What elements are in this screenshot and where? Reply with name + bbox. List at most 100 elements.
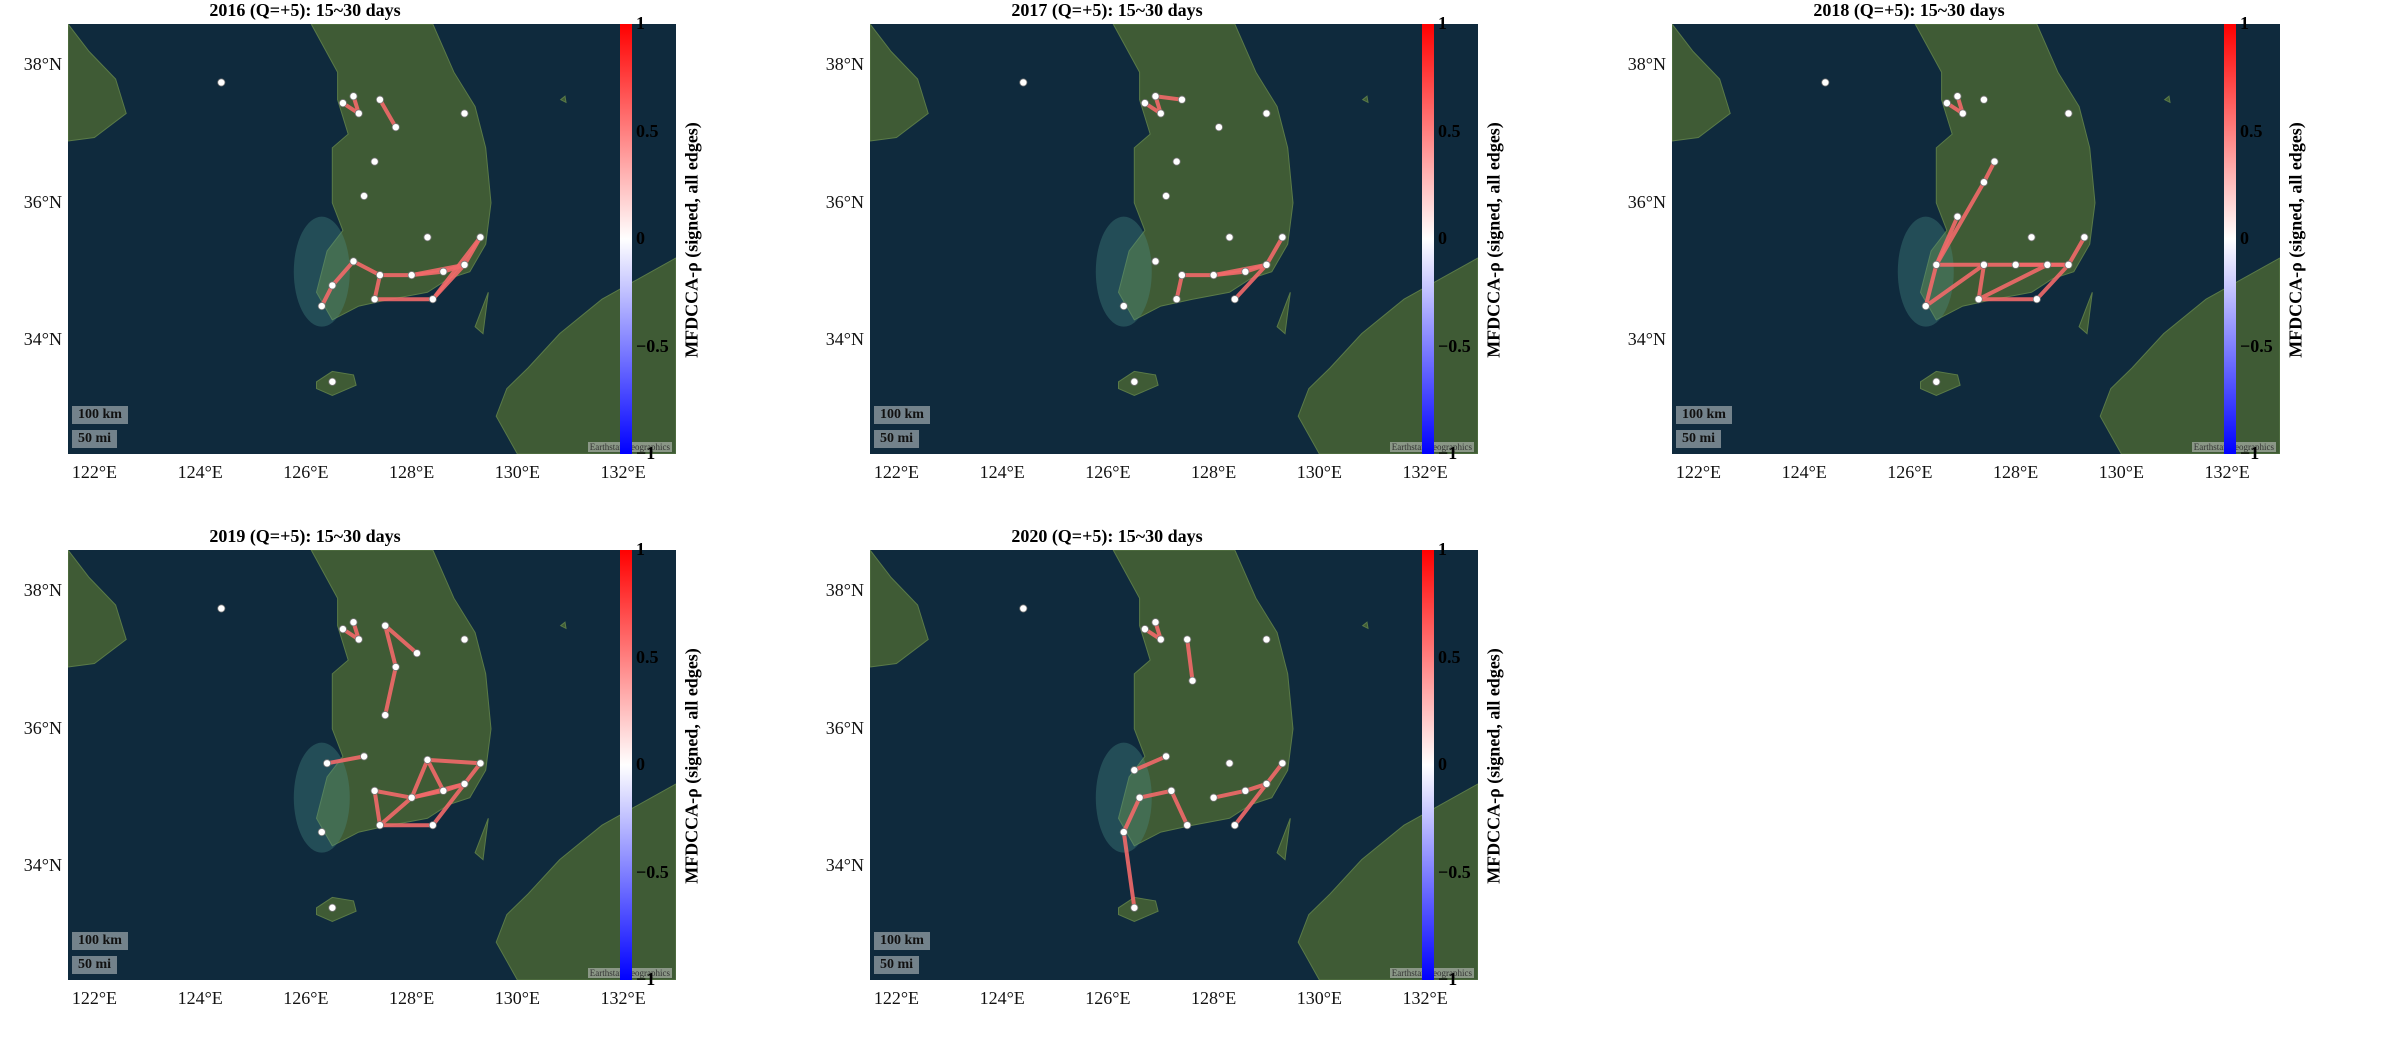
colorbar-tick-label: −0.5 [636,335,669,356]
lon-tick-label: 124°E [1781,462,1827,482]
scale-bar-mi: 50 mi [72,956,118,974]
station-node [407,793,416,802]
lon-tick-label: 122°E [873,988,920,1008]
lon-tick-label: 122°E [71,988,118,1008]
station-node [1183,821,1192,830]
lon-tick-label: 130°E [1296,988,1342,1008]
colorbar-label: MFDCCA-ρ (signed, all edges) [681,648,702,884]
network-edge [1211,262,1269,278]
network-edge [425,757,483,766]
panel-title: 2019 (Q=+5): 15~30 days [209,526,401,546]
network-edge [325,754,367,766]
land-ulleung [1361,621,1369,630]
scale-bar-mi: 50 mi [874,430,920,448]
scale-bar-mi: 50 mi [72,430,118,448]
land-tsushima [1276,818,1291,861]
lon-tick-label: 124°E [979,988,1025,1008]
colorbar-label: MFDCCA-ρ (signed, all edges) [681,122,702,358]
lon-tick-label: 130°E [494,462,540,482]
colorbar-tick-label: −1 [636,443,656,463]
station-node [1241,267,1250,276]
station-node [1156,109,1165,118]
land-ulleung [559,621,567,630]
satellite-map: 100 km 50 mi Earthstar Geographics [68,24,676,454]
station-node [1135,793,1144,802]
station-node [439,267,448,276]
station-node [375,821,384,830]
land-china [68,24,127,142]
lon-tick-label: 122°E [1675,462,1722,482]
station-node [1177,271,1186,280]
lat-tick-label: 38°N [825,54,864,75]
colorbar-tick-label: 1 [2240,13,2249,33]
network-edge [1976,262,2050,302]
station-node [1262,109,1271,118]
lon-tick-label: 132°E [600,462,646,482]
network-edge [2066,235,2087,267]
lon-tick-label: 132°E [2204,462,2250,482]
station-node [2032,295,2041,304]
station-node [1140,99,1149,108]
colorbar-tick-label: 0.5 [636,120,659,141]
land-tsushima [1276,292,1291,335]
lon-tick-label: 126°E [283,462,329,482]
station-node [460,260,469,269]
colorbar-label: MFDCCA-ρ (signed, all edges) [1483,648,1504,884]
station-node [423,755,432,764]
station-node [428,295,437,304]
station-node [1821,78,1830,87]
station-node [1974,295,1983,304]
station-node [328,903,337,912]
station-node [1278,233,1287,242]
colorbar-tick-label: 0.5 [636,646,659,667]
station-node [428,821,437,830]
colorbar-tick-label: 0 [636,228,645,248]
lon-tick-label: 132°E [1402,462,1448,482]
station-node [1979,260,1988,269]
colorbar-tick-label: −0.5 [636,861,669,882]
network-edge [1174,273,1184,302]
network-edge [372,788,382,828]
colorbar-tick-label: −0.5 [2240,335,2273,356]
station-node [1979,95,1988,104]
station-node [1151,618,1160,627]
scale-bar-km: 100 km [72,932,128,950]
network-edge [430,235,483,302]
colorbar-tick-label: 0 [1438,228,1447,248]
station-node [460,779,469,788]
scale-bar-km: 100 km [874,932,930,950]
station-node [1172,157,1181,166]
station-node [1130,766,1139,775]
station-node [1130,377,1139,386]
station-node [1177,95,1186,104]
station-node [1230,295,1239,304]
station-node [375,95,384,104]
colorbar [1422,550,1434,980]
lon-tick-label: 128°E [1191,988,1237,1008]
lat-tick-label: 34°N [23,329,62,350]
station-node [1958,109,1967,118]
lon-tick-label: 126°E [283,988,329,1008]
land-china [1672,24,1731,142]
panel-title: 2017 (Q=+5): 15~30 days [1011,0,1203,20]
scale-bar-km: 100 km [1676,406,1732,424]
network-edge [409,757,430,800]
satellite-map: 100 km 50 mi Earthstar Geographics [1672,24,2280,454]
lon-tick-label: 122°E [873,462,920,482]
station-node [338,625,347,634]
station-node [1262,779,1271,788]
colorbar-tick-label: 0.5 [2240,120,2263,141]
lon-tick-label: 124°E [177,462,223,482]
colorbar-tick-label: 1 [636,13,645,33]
network-edge [330,259,356,288]
colorbar-tick-label: 0 [636,754,645,774]
lon-tick-label: 124°E [177,988,223,1008]
tidal-flat [1897,216,1954,327]
station-node [423,233,432,242]
station-node [2027,233,2036,242]
lon-tick-label: 126°E [1085,988,1131,1008]
station-node [1209,793,1218,802]
colorbar-tick-label: 0.5 [1438,646,1461,667]
station-node [1209,271,1218,280]
station-node [1241,786,1250,795]
